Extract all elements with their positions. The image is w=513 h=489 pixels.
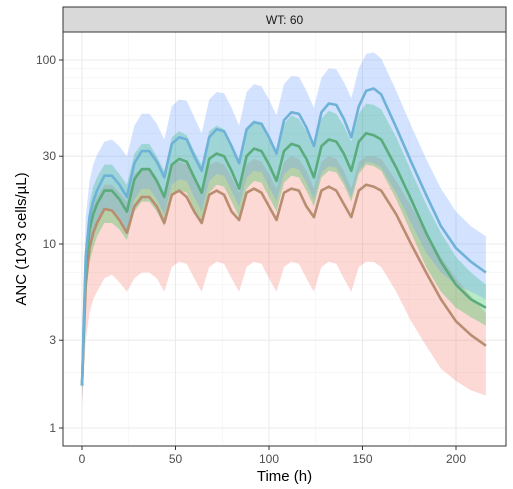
median-line-blue	[80, 87, 487, 386]
panel-border	[62, 31, 507, 447]
y-axis-title: ANC (10^3 cells/µL)	[13, 172, 30, 305]
y-tick-label: 10	[43, 237, 57, 251]
median-lines	[80, 87, 487, 386]
median-line-red	[80, 183, 487, 386]
x-tick-label: 0	[79, 452, 86, 466]
x-tick-label: 100	[259, 452, 279, 466]
band-red	[82, 156, 486, 407]
y-tick-label: 100	[36, 53, 56, 67]
x-axis-title: Time (h)	[257, 468, 312, 485]
median-line-green	[80, 131, 487, 386]
x-tick-label: 50	[169, 452, 183, 466]
band-green	[82, 103, 486, 402]
minor-gridlines	[63, 32, 506, 446]
y-tick-label: 30	[43, 149, 57, 163]
x-tick-label: 200	[446, 452, 466, 466]
facet-label: WT: 60	[266, 13, 304, 27]
facet-strip	[62, 6, 507, 33]
x-axis: 0 50 100 150 200	[79, 446, 466, 466]
y-axis: 1 3 10 30 100	[36, 53, 63, 435]
x-tick-label: 150	[352, 452, 372, 466]
y-tick-label: 1	[49, 421, 56, 435]
y-tick-label: 3	[49, 333, 56, 347]
